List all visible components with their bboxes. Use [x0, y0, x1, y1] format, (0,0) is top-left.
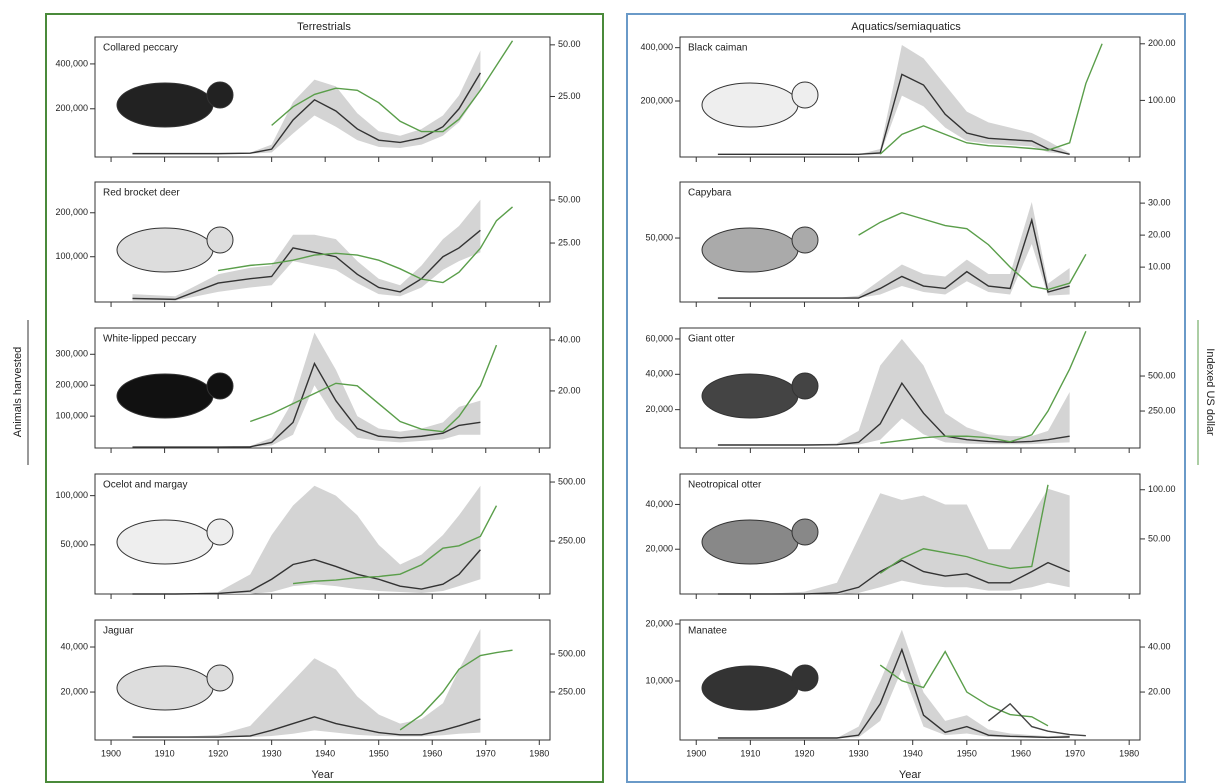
y-tick-label: 60,000 — [645, 333, 673, 343]
animal-silhouette — [207, 373, 233, 399]
animal-silhouette — [792, 665, 818, 691]
animal-silhouette — [702, 666, 798, 710]
x-tick-label: 1950 — [957, 748, 977, 758]
animal-silhouette — [792, 373, 818, 399]
y2-tick-label: 500.00 — [1148, 370, 1176, 380]
y2-tick-label: 250.00 — [558, 686, 586, 696]
x-tick-label: 1920 — [208, 748, 228, 758]
panel-title: Manatee — [688, 626, 727, 637]
y-tick-label: 400,000 — [640, 42, 673, 52]
animal-silhouette — [207, 82, 233, 108]
y2-tick-label: 20.00 — [558, 385, 581, 395]
y-tick-label: 50,000 — [60, 539, 88, 549]
y-tick-label: 20,000 — [645, 618, 673, 628]
x-tick-label: 1910 — [740, 748, 760, 758]
x-axis-label: Year — [899, 769, 922, 781]
x-tick-label: 1910 — [155, 748, 175, 758]
panel-title: Collared peccary — [103, 43, 178, 54]
y-tick-label: 400,000 — [55, 58, 88, 68]
y-tick-label: 40,000 — [645, 369, 673, 379]
x-axis-label: Year — [311, 769, 334, 781]
y-tick-label: 20,000 — [645, 404, 673, 414]
y2-tick-label: 40.00 — [1148, 641, 1171, 651]
y-tick-label: 10,000 — [645, 675, 673, 685]
y2-tick-label: 250.00 — [1148, 405, 1176, 415]
x-tick-label: 1900 — [686, 748, 706, 758]
y-axis-label: Animals harvested — [12, 347, 24, 438]
y2-tick-label: 10.00 — [1148, 261, 1171, 271]
animal-silhouette — [117, 83, 213, 127]
y2-tick-label: 25.00 — [558, 91, 581, 101]
y-tick-label: 200,000 — [55, 207, 88, 217]
animal-silhouette — [702, 520, 798, 564]
animal-silhouette — [702, 374, 798, 418]
y2-tick-label: 30.00 — [1148, 197, 1171, 207]
y-tick-label: 20,000 — [645, 544, 673, 554]
panel-title: White-lipped peccary — [103, 334, 196, 345]
x-tick-label: 1930 — [262, 748, 282, 758]
animal-silhouette — [117, 374, 213, 418]
y-tick-label: 100,000 — [55, 490, 88, 500]
animal-silhouette — [117, 666, 213, 710]
y-tick-label: 100,000 — [55, 251, 88, 261]
page: Terrestrials Aquatics/semiaquatics Anima… — [0, 0, 1222, 783]
animal-silhouette — [207, 519, 233, 545]
animal-silhouette — [702, 228, 798, 272]
animal-silhouette — [792, 227, 818, 253]
y-tick-label: 200,000 — [55, 380, 88, 390]
y2-tick-label: 25.00 — [558, 237, 581, 247]
y2-tick-label: 50.00 — [558, 39, 581, 49]
x-tick-label: 1960 — [422, 748, 442, 758]
animal-silhouette — [207, 665, 233, 691]
x-tick-label: 1930 — [849, 748, 869, 758]
y2-tick-label: 50.00 — [558, 194, 581, 204]
x-tick-label: 1940 — [903, 748, 923, 758]
y2-tick-label: 500.00 — [558, 476, 586, 486]
y2-tick-label: 100.00 — [1148, 95, 1176, 105]
panel-title: Red brocket deer — [103, 188, 180, 199]
y2-tick-label: 500.00 — [558, 648, 586, 658]
y2-tick-label: 20.00 — [1148, 229, 1171, 239]
x-tick-label: 1970 — [476, 748, 496, 758]
panel-title: Ocelot and margay — [103, 480, 188, 491]
panel-title: Capybara — [688, 188, 732, 199]
y-tick-label: 40,000 — [645, 499, 673, 509]
y-tick-label: 300,000 — [55, 349, 88, 359]
x-tick-label: 1920 — [794, 748, 814, 758]
group-title: Terrestrials — [297, 21, 351, 33]
panel-title: Giant otter — [688, 334, 735, 345]
panel-title: Black caiman — [688, 43, 747, 54]
y-tick-label: 50,000 — [645, 232, 673, 242]
x-tick-label: 1970 — [1065, 748, 1085, 758]
y2-tick-label: 20.00 — [1148, 686, 1171, 696]
y2-tick-label: 200.00 — [1148, 38, 1176, 48]
y-tick-label: 100,000 — [55, 411, 88, 421]
animal-silhouette — [792, 82, 818, 108]
x-tick-label: 1940 — [315, 748, 335, 758]
x-tick-label: 1960 — [1011, 748, 1031, 758]
animal-silhouette — [117, 228, 213, 272]
y2-tick-label: 40.00 — [558, 334, 581, 344]
figure: Terrestrials Aquatics/semiaquatics Anima… — [0, 0, 1222, 783]
panel-title: Neotropical otter — [688, 480, 762, 491]
y-tick-label: 40,000 — [60, 641, 88, 651]
y-tick-label: 200,000 — [55, 103, 88, 113]
x-tick-label: 1980 — [529, 748, 549, 758]
panel-title: Jaguar — [103, 626, 134, 637]
y-tick-label: 200,000 — [640, 95, 673, 105]
animal-silhouette — [117, 520, 213, 564]
x-tick-label: 1950 — [369, 748, 389, 758]
group-title: Aquatics/semiaquatics — [851, 21, 961, 33]
x-tick-label: 1900 — [101, 748, 121, 758]
animal-silhouette — [207, 227, 233, 253]
y-tick-label: 20,000 — [60, 686, 88, 696]
y2-axis-label: Indexed US dollar — [1204, 348, 1216, 436]
animal-silhouette — [702, 83, 798, 127]
y2-tick-label: 250.00 — [558, 535, 586, 545]
x-tick-label: 1980 — [1119, 748, 1139, 758]
animal-silhouette — [792, 519, 818, 545]
y2-tick-label: 50.00 — [1148, 533, 1171, 543]
y2-tick-label: 100.00 — [1148, 484, 1176, 494]
